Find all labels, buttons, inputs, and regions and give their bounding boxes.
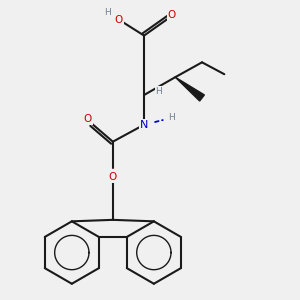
Text: N: N bbox=[140, 120, 148, 130]
Text: O: O bbox=[83, 114, 92, 124]
Text: H: H bbox=[155, 87, 162, 96]
Text: H: H bbox=[168, 113, 175, 122]
Text: O: O bbox=[168, 10, 176, 20]
Text: O: O bbox=[109, 172, 117, 182]
Text: H: H bbox=[104, 8, 111, 17]
Text: O: O bbox=[115, 15, 123, 25]
Polygon shape bbox=[175, 77, 204, 101]
